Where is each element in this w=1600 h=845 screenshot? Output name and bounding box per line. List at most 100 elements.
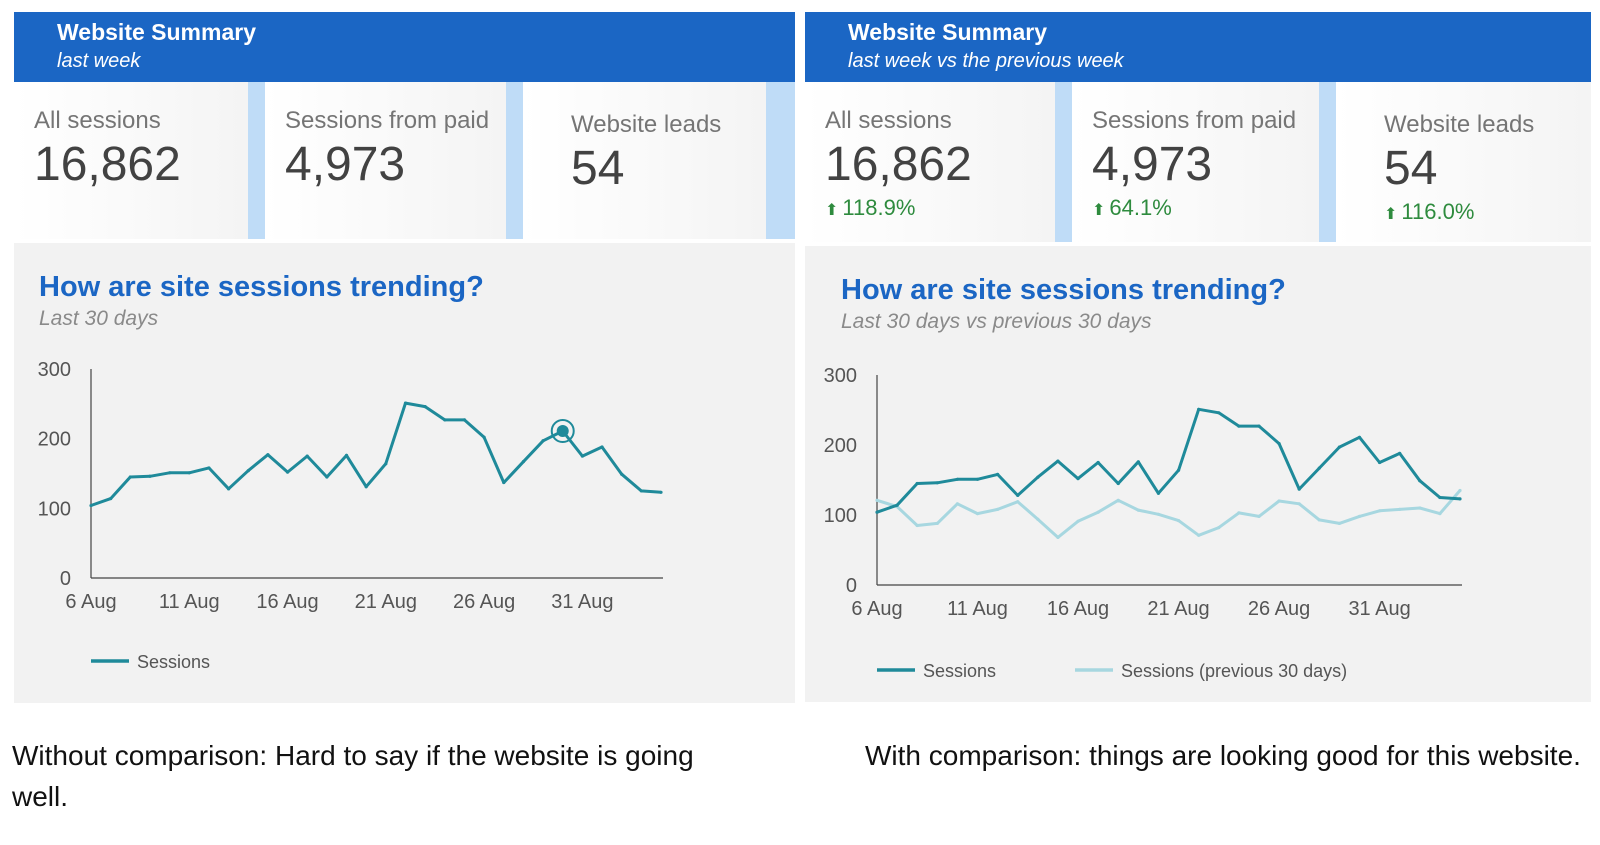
- kpi-label: Website leads: [571, 111, 722, 138]
- data-point-sessions: [1156, 491, 1161, 495]
- data-point-sessions: [895, 503, 899, 507]
- data-point-sessions: [1016, 493, 1020, 497]
- kpi-label: All sessions: [825, 107, 952, 134]
- kpi-value: 54: [1384, 142, 1438, 195]
- data-point-sessions: [1377, 460, 1382, 465]
- x-tick-label: 21 Aug: [355, 591, 417, 613]
- data-point-sessions: [1317, 466, 1321, 470]
- data-point-sessions: [1418, 479, 1422, 483]
- x-tick-label: 26 Aug: [453, 591, 515, 613]
- data-point-sessions: [109, 496, 113, 501]
- x-tick-label: 26 Aug: [1248, 598, 1310, 620]
- data-point-sessions-previous-30-days: [1337, 521, 1341, 525]
- data-point-sessions: [600, 445, 604, 449]
- summary-panel-right: Website Summary last week vs the previou…: [805, 12, 1591, 702]
- sessions-comparison-line-chart[interactable]: 0 100 200 300 6 Aug 11 Aug 16 Aug 21 Aug 26 Aug 3…: [805, 246, 1591, 702]
- chart-subtitle: Last 30 days vs previous 30 days: [841, 310, 1152, 333]
- data-point-sessions-previous-30-days: [1418, 506, 1422, 510]
- data-point-sessions-previous-30-days: [1056, 535, 1060, 539]
- data-point-sessions: [325, 475, 329, 479]
- data-point-sessions-previous-30-days: [1297, 502, 1301, 506]
- x-tick-label: 11 Aug: [159, 591, 220, 613]
- data-point-sessions-previous-30-days: [875, 498, 879, 502]
- data-point-sessions-previous-30-days: [1136, 508, 1140, 512]
- y-tick-label: 0: [846, 575, 857, 597]
- data-point-sessions: [521, 460, 526, 464]
- kpi-sessions-from-paid: Sessions from paid 4,973: [265, 82, 506, 239]
- kpi-value: 16,862: [34, 138, 181, 191]
- data-point-sessions: [1398, 451, 1402, 455]
- x-tick-label: 6 Aug: [65, 591, 116, 613]
- data-point-sessions: [89, 503, 93, 508]
- data-point-sessions: [305, 454, 309, 458]
- data-point-sessions: [443, 418, 447, 422]
- legend-label: Sessions: [923, 661, 996, 681]
- data-point-sessions: [285, 470, 290, 474]
- summary-title: Website Summary: [848, 19, 1047, 45]
- data-point-sessions: [148, 474, 152, 478]
- chart-title: How are site sessions trending?: [841, 274, 1286, 306]
- data-point-sessions: [1217, 411, 1221, 415]
- data-point-sessions: [1357, 435, 1362, 439]
- data-point-sessions: [207, 466, 211, 470]
- data-point-sessions: [246, 469, 250, 473]
- y-tick-label: 300: [824, 365, 857, 387]
- data-point-sessions-previous-30-days: [1096, 510, 1100, 514]
- data-point-sessions: [1076, 477, 1080, 481]
- data-point-sessions: [1197, 407, 1201, 411]
- kpi-row: All sessions 16,862 Sessions from paid 4…: [14, 82, 795, 239]
- chart-subtitle: Last 30 days: [39, 307, 159, 330]
- data-point-sessions: [1056, 459, 1060, 463]
- kpi-value: 4,973: [285, 138, 406, 191]
- kpi-label: Website leads: [1384, 111, 1535, 138]
- x-tick-label: 31 Aug: [1348, 598, 1410, 620]
- kpi-delta-value: 116.0%: [1401, 199, 1475, 224]
- data-point-sessions: [915, 481, 919, 486]
- summary-panel-left: Website Summary last week All sessions 1…: [14, 12, 795, 703]
- data-point-sessions: [1257, 424, 1261, 428]
- kpi-website-leads: Website leads 54: [523, 82, 766, 239]
- data-point-sessions: [187, 471, 191, 475]
- data-point-sessions: [384, 462, 388, 466]
- data-point-sessions-previous-30-days: [1257, 514, 1261, 518]
- kpi-value: 16,862: [825, 138, 972, 191]
- data-point-sessions: [266, 453, 270, 457]
- data-point-sessions: [875, 510, 879, 514]
- data-point-sessions: [128, 475, 132, 479]
- data-point-sessions-previous-30-days: [1036, 517, 1040, 521]
- summary-subtitle: last week: [57, 50, 141, 72]
- data-point-sessions: [1277, 442, 1281, 446]
- data-point-sessions-previous-30-days: [996, 507, 1000, 511]
- data-point-sessions-previous-30-days: [975, 512, 980, 516]
- y-tick-label: 100: [38, 498, 71, 520]
- kpi-value: 54: [571, 142, 625, 195]
- sessions-line-chart[interactable]: 0 100 200 300 6 Aug 11 Aug 16 Aug 21 Aug 26 Aug 3…: [14, 243, 795, 703]
- data-point-sessions: [482, 435, 486, 439]
- x-tick-label: 21 Aug: [1147, 598, 1209, 620]
- data-point-sessions: [1136, 460, 1140, 464]
- data-point-sessions: [462, 418, 467, 422]
- caption-with-comparison: With comparison: things are looking good…: [865, 740, 1581, 771]
- kpi-website-leads: Website leads 54 ⬆ 116.0%: [1336, 82, 1591, 242]
- data-point-sessions: [620, 472, 624, 476]
- data-point-sessions: [1036, 475, 1040, 479]
- kpi-sessions-from-paid: Sessions from paid 4,973 ⬆ 64.1%: [1072, 82, 1319, 242]
- up-arrow-icon: ⬆: [1384, 206, 1398, 223]
- summary-subtitle: last week vs the previous week: [848, 50, 1124, 72]
- data-point-sessions-previous-30-days: [1116, 498, 1120, 502]
- series-line-sessions: [876, 407, 1461, 514]
- data-point-sessions-previous-30-days: [1398, 507, 1402, 511]
- x-tick-label: 6 Aug: [851, 598, 902, 620]
- data-point-sessions-previous-30-days: [935, 521, 939, 525]
- y-tick-label: 300: [38, 359, 71, 381]
- trend-chart-card: How are site sessions trending? Last 30 …: [14, 243, 795, 703]
- legend-label: Sessions (previous 30 days): [1121, 661, 1347, 681]
- data-point-sessions: [1458, 497, 1462, 501]
- data-point-sessions: [1237, 424, 1241, 428]
- data-point-sessions-previous-30-days: [1438, 512, 1442, 516]
- legend-label: Sessions: [137, 652, 210, 672]
- x-tick-label: 11 Aug: [947, 598, 1008, 620]
- data-point-sessions-previous-30-days: [1197, 533, 1201, 537]
- highlight-point-dot: [556, 425, 569, 438]
- y-tick-label: 100: [824, 505, 857, 527]
